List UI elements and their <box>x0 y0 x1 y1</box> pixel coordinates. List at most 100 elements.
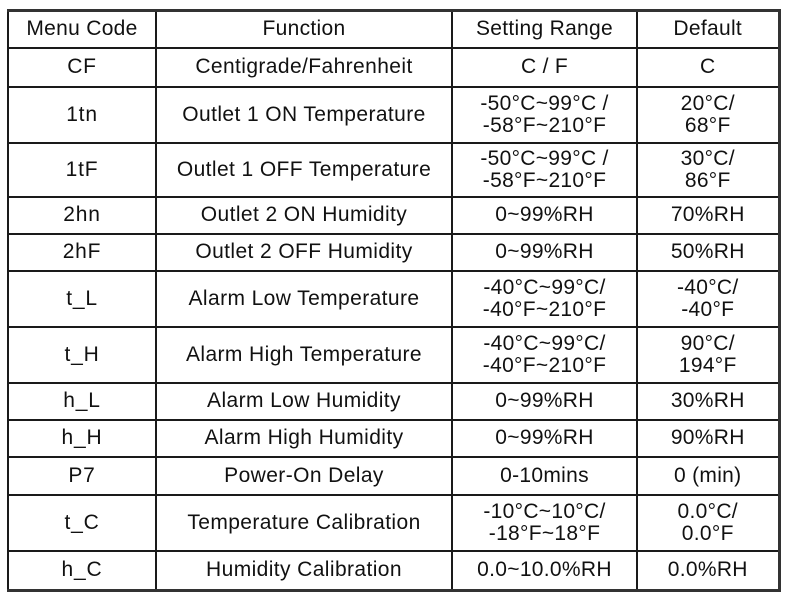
default-value-line: 68°F <box>684 113 731 137</box>
cell-function: Outlet 2 OFF Humidity <box>155 232 453 272</box>
cell-menu-code: 2hF <box>7 232 157 272</box>
setting-range-line: 0~99%RH <box>495 240 594 263</box>
cell-default: C <box>636 46 781 88</box>
cell-default: 90°C/194°F <box>636 325 781 384</box>
table-row: 1tn Outlet 1 ON Temperature -50°C~99°C / -5… <box>7 85 781 144</box>
cell-default: 0.0°C/0.0°F <box>636 493 781 552</box>
default-value-line: 194°F <box>678 353 737 377</box>
table-row: 2hF Outlet 2 OFF Humidity 0~99%RH 50%RH <box>7 232 781 272</box>
cell-setting-range: 0-10mins <box>451 455 638 496</box>
setting-range-line: -58°F~210°F <box>482 168 607 192</box>
table-row: h_H Alarm High Humidity 0~99%RH 90%RH <box>7 418 781 458</box>
default-value-line: 0.0%RH <box>667 558 748 582</box>
table-row: h_C Humidity Calibration 0.0~10.0%RH 0.0%RH <box>7 549 781 592</box>
cell-function: Temperature Calibration <box>155 493 453 552</box>
setting-range-line: 0~99%RH <box>495 203 594 226</box>
table-row: CF Centigrade/Fahrenheit C / F C <box>7 46 781 88</box>
cell-default: 70%RH <box>636 195 781 235</box>
default-value-line: 20°C/ <box>680 91 735 115</box>
cell-menu-code: h_H <box>7 418 157 458</box>
setting-range-line: -50°C~99°C / <box>480 146 609 170</box>
cell-setting-range: 0~99%RH <box>451 195 638 235</box>
cell-menu-code: h_C <box>7 549 157 592</box>
cell-setting-range: 0~99%RH <box>451 418 638 458</box>
table-body: CF Centigrade/Fahrenheit C / F C 1tn Outlet 1… <box>7 46 781 592</box>
setting-range-line: -10°C~10°C/ <box>483 499 606 523</box>
cell-menu-code: t_C <box>7 493 157 552</box>
cell-setting-range: -50°C~99°C / -58°F~210°F <box>451 85 638 144</box>
default-value-line: 50%RH <box>670 240 745 263</box>
table-row: h_L Alarm Low Humidity 0~99%RH 30%RH <box>7 381 781 421</box>
default-value-line: 0.0°C/ <box>677 499 738 523</box>
setting-range-line: 0.0~10.0%RH <box>477 558 612 582</box>
cell-default: -40°C/-40°F <box>636 269 781 328</box>
setting-range-line: -50°C~99°C / <box>480 91 609 115</box>
table-row: t_H Alarm High Temperature -40°C~99°C/-40°… <box>7 325 781 384</box>
cell-setting-range: -40°C~99°C/-40°F~210°F <box>451 325 638 384</box>
default-value-line: -40°C/ <box>676 275 739 299</box>
cell-function: Outlet 1 OFF Temperature <box>155 141 453 198</box>
cell-function: Alarm Low Humidity <box>155 381 453 421</box>
cell-default: 90%RH <box>636 418 781 458</box>
cell-menu-code: 1tn <box>7 85 157 144</box>
default-value-line: 0.0°F <box>681 521 734 545</box>
setting-range-line: -40°C~99°C/ <box>483 275 606 299</box>
table-row: t_C Temperature Calibration -10°C~10°C/-18… <box>7 493 781 552</box>
setting-range-line: -18°F~18°F <box>488 521 601 545</box>
header-function: Function <box>155 9 453 49</box>
header-default: Default <box>636 9 781 49</box>
cell-function: Alarm Low Temperature <box>155 269 453 328</box>
cell-default: 0.0%RH <box>636 549 781 592</box>
cell-default: 50%RH <box>636 232 781 272</box>
cell-function: Alarm High Humidity <box>155 418 453 458</box>
table-row: 1tF Outlet 1 OFF Temperature -50°C~99°C / -… <box>7 141 781 198</box>
header-setting-range: Setting Range <box>451 9 638 49</box>
default-value-line: C <box>700 55 716 78</box>
default-value-line: 0 (min) <box>674 463 742 487</box>
cell-setting-range: -50°C~99°C / -58°F~210°F <box>451 141 638 198</box>
cell-setting-range: C / F <box>451 46 638 88</box>
cell-default: 30°C/86°F <box>636 141 781 198</box>
setting-range-line: -40°F~210°F <box>482 297 607 321</box>
cell-function: Outlet 1 ON Temperature <box>155 85 453 144</box>
cell-default: 20°C/68°F <box>636 85 781 144</box>
cell-menu-code: 2hn <box>7 195 157 235</box>
menu-settings-table: Menu Code Function Setting Range Default… <box>7 9 781 592</box>
default-value-line: 90°C/ <box>680 331 735 355</box>
default-value-line: -40°F <box>681 297 735 321</box>
cell-function: Outlet 2 ON Humidity <box>155 195 453 235</box>
cell-setting-range: 0~99%RH <box>451 381 638 421</box>
cell-function: Power-On Delay <box>155 455 453 496</box>
default-value-line: 30%RH <box>670 389 745 412</box>
cell-setting-range: -10°C~10°C/-18°F~18°F <box>451 493 638 552</box>
header-menu-code: Menu Code <box>7 9 157 49</box>
setting-range-line: C / F <box>521 55 568 78</box>
default-value-line: 70%RH <box>670 203 745 226</box>
cell-menu-code: CF <box>7 46 157 88</box>
cell-setting-range: -40°C~99°C/-40°F~210°F <box>451 269 638 328</box>
cell-function: Alarm High Temperature <box>155 325 453 384</box>
cell-menu-code: 1tF <box>7 141 157 198</box>
cell-default: 0 (min) <box>636 455 781 496</box>
table-row: t_L Alarm Low Temperature -40°C~99°C/-40°F… <box>7 269 781 328</box>
default-value-line: 90%RH <box>670 426 745 449</box>
cell-setting-range: 0~99%RH <box>451 232 638 272</box>
setting-range-line: -40°C~99°C/ <box>483 331 606 355</box>
table-header-row: Menu Code Function Setting Range Default <box>7 9 781 49</box>
table-row: 2hn Outlet 2 ON Humidity 0~99%RH 70%RH <box>7 195 781 235</box>
cell-function: Centigrade/Fahrenheit <box>155 46 453 88</box>
cell-menu-code: h_L <box>7 381 157 421</box>
cell-menu-code: t_H <box>7 325 157 384</box>
cell-default: 30%RH <box>636 381 781 421</box>
cell-setting-range: 0.0~10.0%RH <box>451 549 638 592</box>
default-value-line: 86°F <box>684 168 731 192</box>
setting-range-line: 0-10mins <box>500 463 589 487</box>
table-row: P7 Power-On Delay 0-10mins 0 (min) <box>7 455 781 496</box>
cell-function: Humidity Calibration <box>155 549 453 592</box>
setting-range-line: 0~99%RH <box>495 389 594 412</box>
setting-range-line: -40°F~210°F <box>482 353 607 377</box>
cell-menu-code: P7 <box>7 455 157 496</box>
setting-range-line: 0~99%RH <box>495 426 594 449</box>
setting-range-line: -58°F~210°F <box>482 113 607 137</box>
default-value-line: 30°C/ <box>680 146 735 170</box>
